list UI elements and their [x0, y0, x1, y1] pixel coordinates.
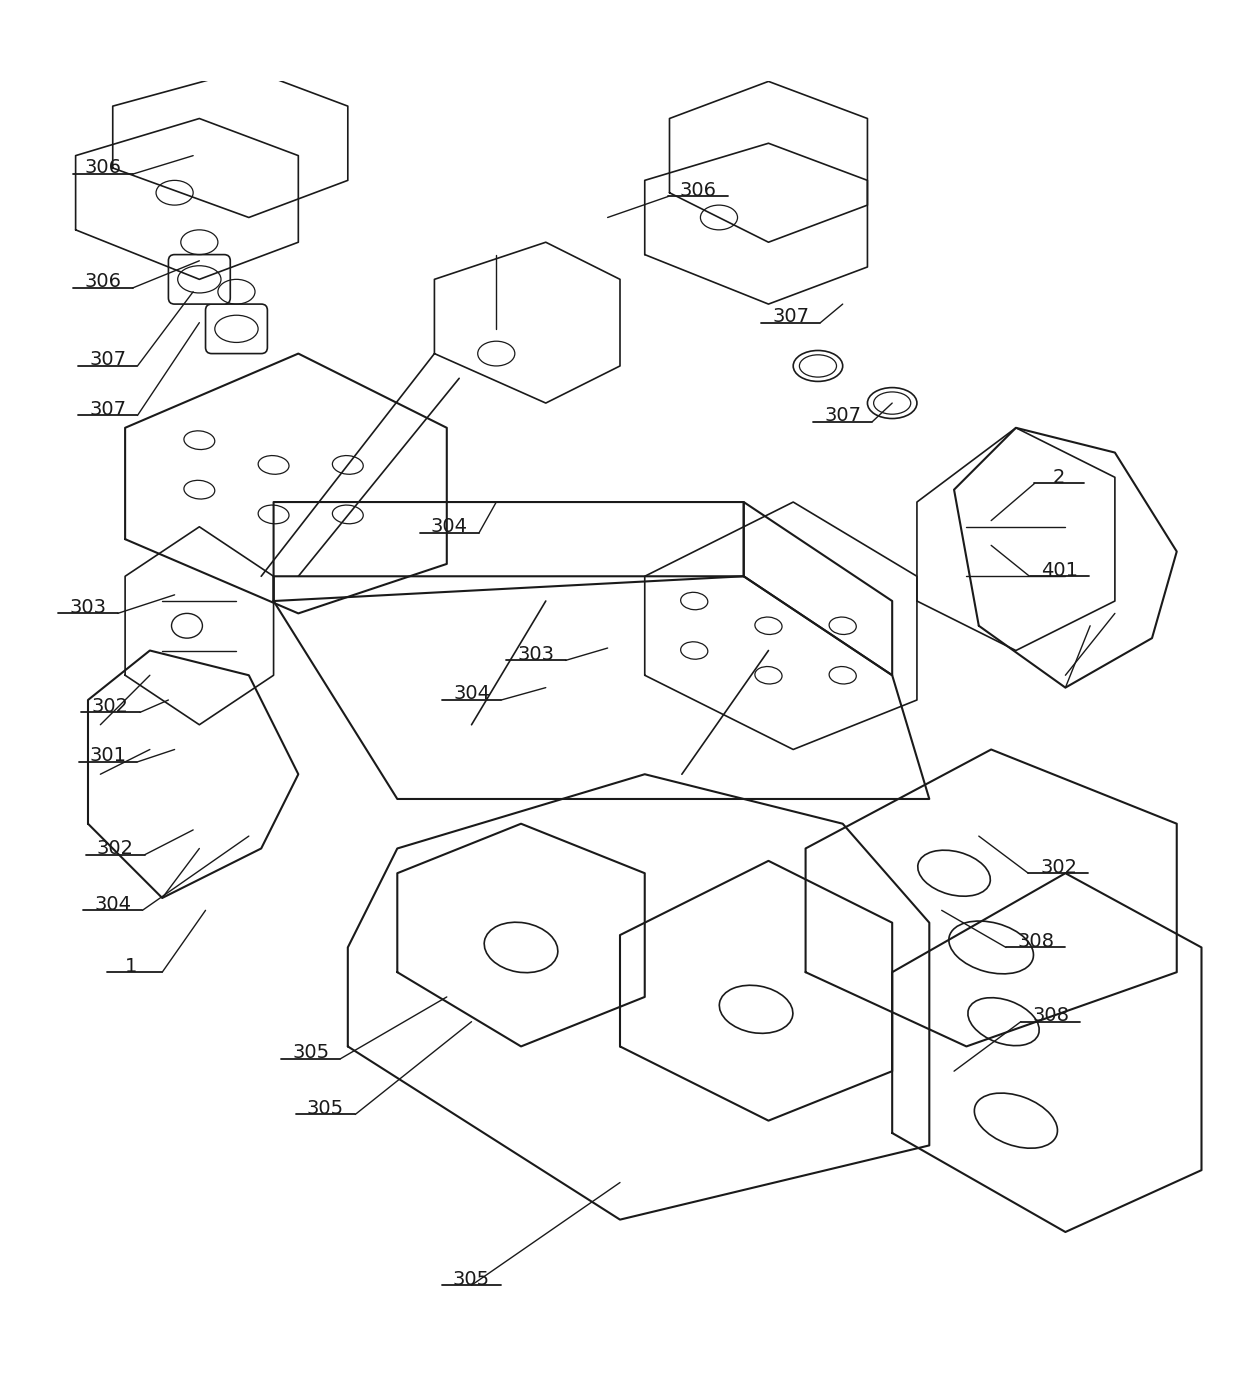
Text: 305: 305: [293, 1043, 330, 1063]
Text: 306: 306: [680, 181, 717, 200]
Text: 1: 1: [125, 956, 138, 976]
FancyBboxPatch shape: [206, 304, 268, 354]
Text: 307: 307: [773, 307, 810, 326]
Text: 305: 305: [453, 1270, 490, 1288]
Text: 2: 2: [1053, 468, 1065, 487]
Text: 305: 305: [308, 1099, 345, 1117]
Text: 307: 307: [89, 400, 126, 419]
Text: 303: 303: [517, 645, 554, 664]
Text: 307: 307: [825, 406, 862, 426]
Text: 306: 306: [84, 158, 122, 178]
Text: 302: 302: [97, 839, 134, 858]
Text: 301: 301: [89, 746, 126, 766]
Text: 304: 304: [453, 685, 490, 703]
Text: 303: 303: [69, 598, 107, 617]
Text: 306: 306: [84, 273, 122, 291]
Text: 308: 308: [1017, 932, 1054, 951]
Text: 302: 302: [92, 697, 129, 715]
Text: 308: 308: [1032, 1007, 1069, 1025]
Text: 307: 307: [89, 350, 126, 370]
Text: 302: 302: [1040, 858, 1078, 876]
Text: 304: 304: [430, 517, 467, 536]
FancyBboxPatch shape: [169, 255, 231, 304]
Text: 304: 304: [94, 895, 131, 914]
Text: 401: 401: [1040, 560, 1078, 580]
